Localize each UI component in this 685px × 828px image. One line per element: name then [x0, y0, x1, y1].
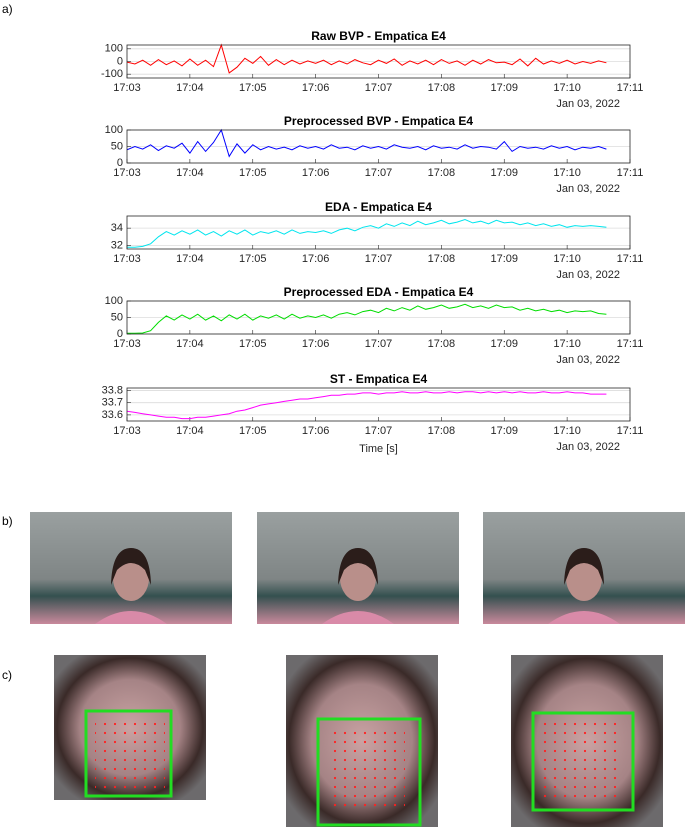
x-axis-label: Time [s] — [359, 443, 398, 455]
x-tick-label: 17:10 — [553, 167, 581, 179]
x-tick-label: 17:05 — [239, 82, 267, 94]
plot-frame — [126, 129, 631, 164]
chart-title: Raw BVP - Empatica E4 — [311, 29, 446, 43]
x-tick-label: 17:10 — [553, 338, 581, 350]
signal-line — [126, 43, 607, 74]
y-tick-label: 100 — [105, 43, 123, 55]
frame — [30, 512, 232, 624]
y-tick-label: 50 — [111, 311, 123, 323]
x-tick-label: 17:09 — [490, 338, 518, 350]
x-tick-label: 17:03 — [113, 82, 141, 94]
face-crop — [511, 655, 663, 827]
y-tick-label: 33.8 — [102, 384, 123, 396]
x-tick-label: 17:06 — [302, 253, 330, 265]
x-tick-label: 17:07 — [365, 253, 393, 265]
x-tick-label: 17:03 — [113, 253, 141, 265]
face-crop — [54, 655, 206, 800]
y-tick-label: 100 — [105, 124, 123, 136]
x-tick-label: 17:11 — [617, 338, 644, 350]
x-tick-label: 17:08 — [428, 253, 456, 265]
x-tick-label: 17:08 — [428, 425, 456, 437]
chart-title: Preprocessed BVP - Empatica E4 — [284, 114, 474, 128]
x-tick-label: 17:10 — [553, 82, 581, 94]
chart-title: EDA - Empatica E4 — [325, 200, 432, 214]
chart-title: Preprocessed EDA - Empatica E4 — [284, 285, 474, 299]
x-tick-label: 17:08 — [428, 338, 456, 350]
panel-label: c) — [2, 668, 12, 682]
x-tick-label: 17:04 — [176, 253, 204, 265]
x-tick-label: 17:05 — [239, 425, 267, 437]
x-tick-label: 17:04 — [176, 167, 204, 179]
x-tick-label: 17:11 — [617, 253, 644, 265]
y-tick-label: -100 — [101, 68, 123, 80]
x-tick-label: 17:05 — [239, 253, 267, 265]
y-tick-label: 0 — [117, 157, 123, 169]
x-tick-label: 17:06 — [302, 167, 330, 179]
x-tick-label: 17:11 — [617, 167, 644, 179]
x-tick-label: 17:07 — [365, 338, 393, 350]
x-tick-label: 17:04 — [176, 338, 204, 350]
signal-line — [126, 391, 607, 420]
x-tick-label: 17:06 — [302, 338, 330, 350]
x-tick-label: 17:10 — [553, 253, 581, 265]
signal-line — [127, 303, 607, 334]
signal-line — [126, 128, 607, 158]
x-tick-label: 17:06 — [302, 82, 330, 94]
y-tick-label: 100 — [105, 295, 123, 307]
x-tick-label: 17:08 — [428, 167, 456, 179]
date-annotation: Jan 03, 2022 — [556, 354, 620, 366]
date-annotation: Jan 03, 2022 — [556, 98, 620, 110]
y-tick-label: 0 — [117, 328, 123, 340]
x-tick-label: 17:03 — [113, 167, 141, 179]
date-annotation: Jan 03, 2022 — [556, 183, 620, 195]
frame — [483, 512, 685, 624]
face-crops — [54, 655, 663, 827]
x-tick-label: 17:10 — [553, 425, 581, 437]
panel-label: b) — [2, 514, 13, 528]
x-tick-label: 17:04 — [176, 82, 204, 94]
x-tick-label: 17:09 — [490, 253, 518, 265]
video-frames — [30, 512, 685, 624]
face-crop — [286, 655, 438, 827]
x-tick-label: 17:07 — [365, 167, 393, 179]
date-annotation: Jan 03, 2022 — [556, 441, 620, 453]
x-tick-label: 17:06 — [302, 425, 330, 437]
plot-area — [127, 388, 630, 421]
date-annotation: Jan 03, 2022 — [556, 269, 620, 281]
y-tick-label: 34 — [111, 222, 123, 234]
chart-title: ST - Empatica E4 — [330, 372, 428, 386]
x-tick-label: 17:04 — [176, 425, 204, 437]
x-tick-label: 17:08 — [428, 82, 456, 94]
y-tick-label: 50 — [111, 140, 123, 152]
y-tick-label: 33.7 — [102, 397, 123, 409]
x-tick-label: 17:05 — [239, 338, 267, 350]
y-tick-label: 32 — [111, 239, 123, 251]
plot-frame — [126, 215, 631, 250]
x-tick-label: 17:09 — [490, 167, 518, 179]
x-tick-label: 17:11 — [617, 82, 644, 94]
y-tick-label: 33.6 — [102, 409, 123, 421]
y-tick-label: 0 — [117, 55, 123, 67]
plot-frame — [126, 300, 631, 335]
plot-frame — [126, 387, 631, 422]
x-tick-label: 17:05 — [239, 167, 267, 179]
x-tick-label: 17:09 — [490, 425, 518, 437]
x-tick-label: 17:11 — [617, 425, 644, 437]
plot-frame — [126, 44, 631, 79]
x-tick-label: 17:03 — [113, 338, 141, 350]
x-tick-label: 17:07 — [365, 425, 393, 437]
panel-label: a) — [2, 2, 13, 16]
x-tick-label: 17:07 — [365, 82, 393, 94]
frame — [257, 512, 459, 624]
x-tick-label: 17:03 — [113, 425, 141, 437]
x-tick-label: 17:09 — [490, 82, 518, 94]
signal-line — [127, 218, 607, 248]
